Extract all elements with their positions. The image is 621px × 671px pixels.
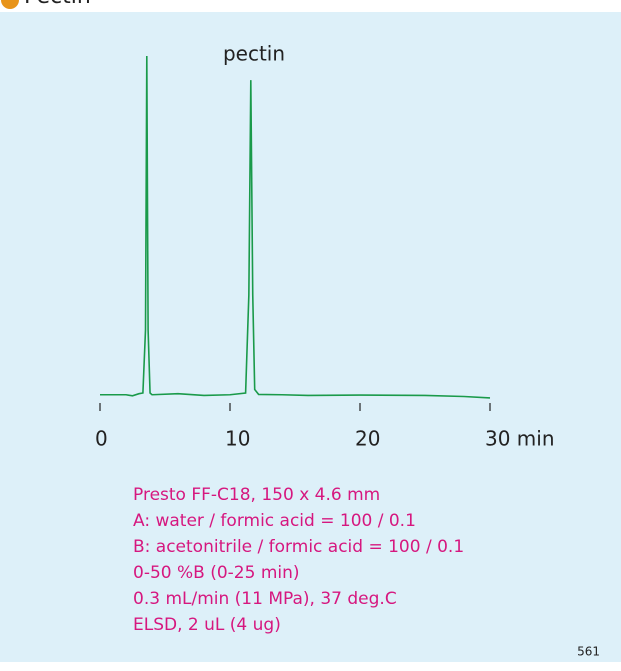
panel [0, 12, 621, 662]
condition-line: Presto FF-C18, 150 x 4.6 mm [133, 485, 380, 505]
condition-line: ELSD, 2 uL (4 ug) [133, 615, 281, 635]
chart-title: Pectin [24, 0, 91, 9]
page-number: 561 [577, 645, 600, 659]
condition-line: B: acetonitrile / formic acid = 100 / 0.… [133, 537, 464, 557]
condition-line: A: water / formic acid = 100 / 0.1 [133, 511, 416, 531]
x-tick-label: 30 min [485, 427, 555, 451]
x-tick-label: 0 [95, 427, 108, 451]
peak-annotation: pectin [223, 42, 285, 66]
condition-line: 0-50 %B (0-25 min) [133, 563, 300, 583]
condition-line: 0.3 mL/min (11 MPa), 37 deg.C [133, 589, 397, 609]
x-tick-label: 20 [355, 427, 380, 451]
x-tick-label: 10 [225, 427, 250, 451]
chromatogram-line [100, 55, 491, 399]
title-icon [1, 0, 19, 9]
